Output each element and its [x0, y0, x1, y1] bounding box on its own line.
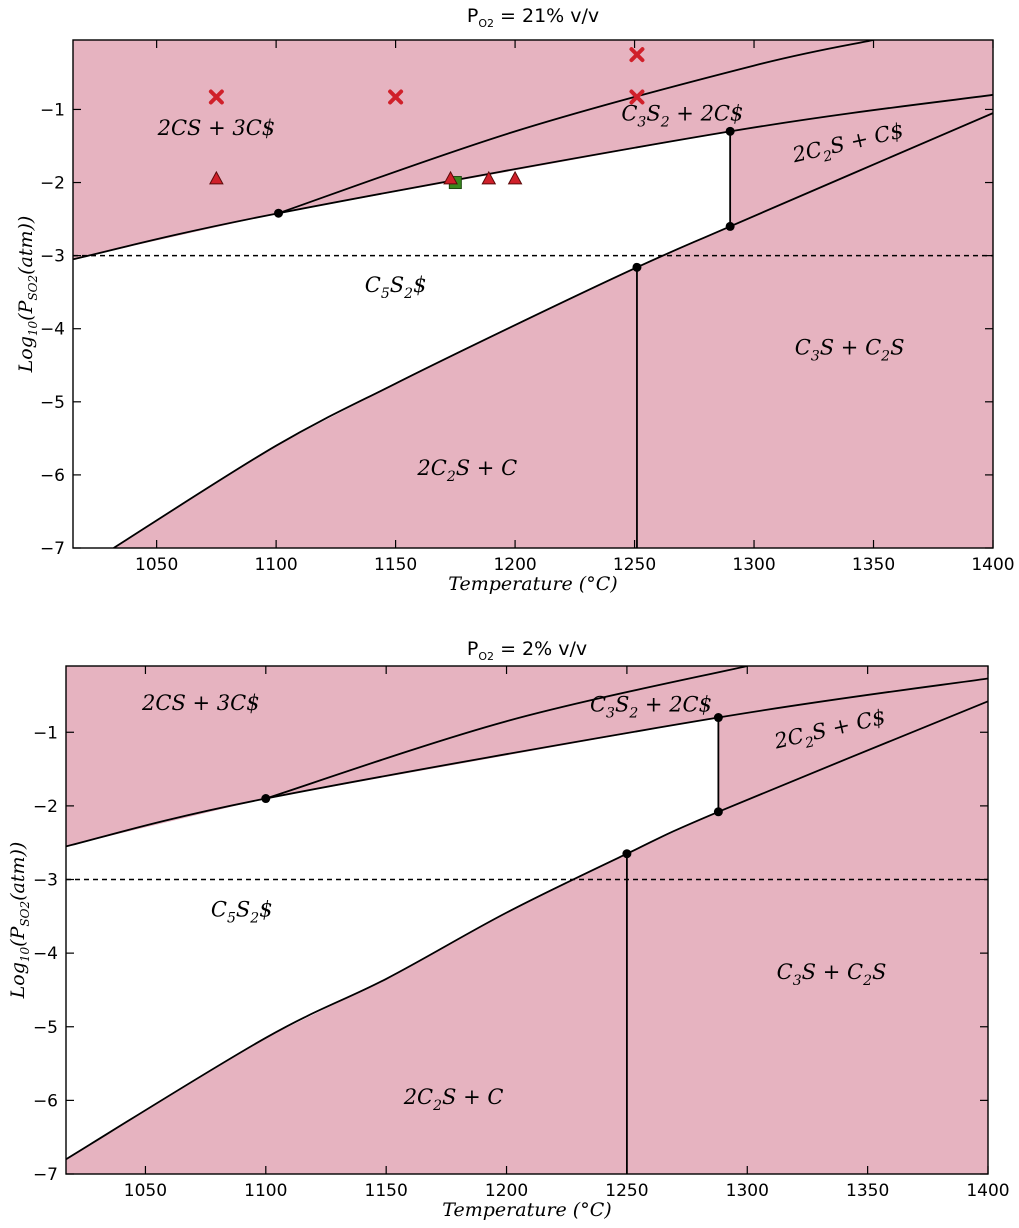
y-axis-label: Log10(PSO2(atm)) [7, 842, 32, 1000]
region-label: C3​S2​ + 2C$ [621, 101, 743, 130]
triangle-marker [443, 170, 458, 185]
y-tick-label: −3 [40, 247, 65, 267]
region-label: C5​S2​$ [211, 897, 273, 926]
boundary-cs-c3s2-boundary [278, 40, 874, 215]
boundary-upper-left-boundary [66, 677, 988, 848]
chart-title: PO2 = 2% v/v [467, 638, 587, 663]
boundary-upper-left-boundary [73, 93, 993, 261]
invariant-point [632, 262, 642, 272]
region-label: C3​S + C2​S [777, 960, 887, 989]
cross-marker [388, 89, 404, 105]
white-stability-field [73, 131, 731, 548]
triangle-marker [209, 170, 224, 185]
region-label: C3​S + C2​S [795, 335, 905, 364]
y-tick-label: −4 [40, 320, 65, 340]
boundary-lower-boundary [113, 112, 993, 548]
x-tick-label: 1200 [493, 555, 536, 575]
x-tick-label: 1250 [605, 1181, 648, 1201]
triangle-marker [481, 170, 497, 185]
chart-title: PO2 = 21% v/v [467, 5, 599, 30]
chart-po2-21: 2CS + 3C$C3​S2​ + 2C$2C2​S + C$C5​S2​$C3… [15, 5, 1015, 595]
invariant-point [622, 849, 632, 859]
y-tick-label: −6 [40, 466, 65, 486]
x-tick-label: 1050 [135, 555, 178, 575]
x-tick-label: 1100 [254, 555, 297, 575]
x-tick-label: 1150 [374, 555, 417, 575]
boundary-lower-boundary [66, 700, 988, 1161]
plot-frame [65, 665, 989, 1175]
invariant-point [725, 221, 735, 231]
region-label: 2CS + 3C$ [141, 691, 260, 715]
x-tick-label: 1300 [726, 1181, 769, 1201]
x-tick-label: 1200 [485, 1181, 528, 1201]
y-tick-label: −5 [33, 1018, 58, 1038]
x-axis-label: Temperature (°C) [442, 1199, 611, 1221]
y-tick-label: −6 [33, 1091, 58, 1111]
x-tick-label: 1400 [971, 555, 1014, 575]
cross-marker [208, 89, 224, 105]
region-label: 2CS + 3C$ [157, 116, 276, 140]
x-tick-label: 1100 [244, 1181, 287, 1201]
region-label: C3​S2​ + 2C$ [590, 693, 712, 722]
white-stability-field [66, 717, 719, 1160]
invariant-point [713, 713, 723, 723]
y-tick-label: −5 [40, 393, 65, 413]
invariant-point [725, 126, 735, 136]
x-tick-label: 1250 [613, 555, 656, 575]
chart-po2-2: 2CS + 3C$C3​S2​ + 2C$2C2​S + C$C5​S2​$C3… [7, 638, 1010, 1221]
x-tick-label: 1150 [365, 1181, 408, 1201]
y-axis-label: Log10(PSO2(atm)) [15, 216, 40, 374]
y-tick-label: −4 [33, 944, 58, 964]
boundary-cs-c3s2-boundary [265, 666, 748, 800]
y-tick-label: −3 [33, 871, 58, 891]
y-tick-label: −1 [33, 723, 58, 743]
y-tick-label: −7 [40, 539, 65, 559]
cross-marker [629, 89, 645, 105]
cross-marker [629, 47, 645, 63]
y-tick-label: −2 [40, 174, 65, 194]
invariant-point [274, 208, 284, 218]
x-tick-label: 1350 [846, 1181, 889, 1201]
x-axis-label: Temperature (°C) [448, 573, 617, 595]
x-tick-label: 1050 [124, 1181, 167, 1201]
y-tick-label: −2 [33, 797, 58, 817]
y-tick-label: −7 [33, 1165, 58, 1185]
region-label: C5​S2​$ [365, 273, 427, 302]
x-tick-label: 1400 [966, 1181, 1009, 1201]
x-tick-label: 1300 [732, 555, 775, 575]
invariant-point [261, 794, 271, 804]
triangle-marker [507, 170, 523, 185]
region-label: 2C2​S + C [403, 1085, 504, 1114]
region-label: 2C2​S + C [416, 456, 517, 485]
plot-frame [72, 39, 994, 549]
invariant-point [713, 807, 723, 817]
x-tick-label: 1350 [852, 555, 895, 575]
y-tick-label: −1 [40, 100, 65, 120]
